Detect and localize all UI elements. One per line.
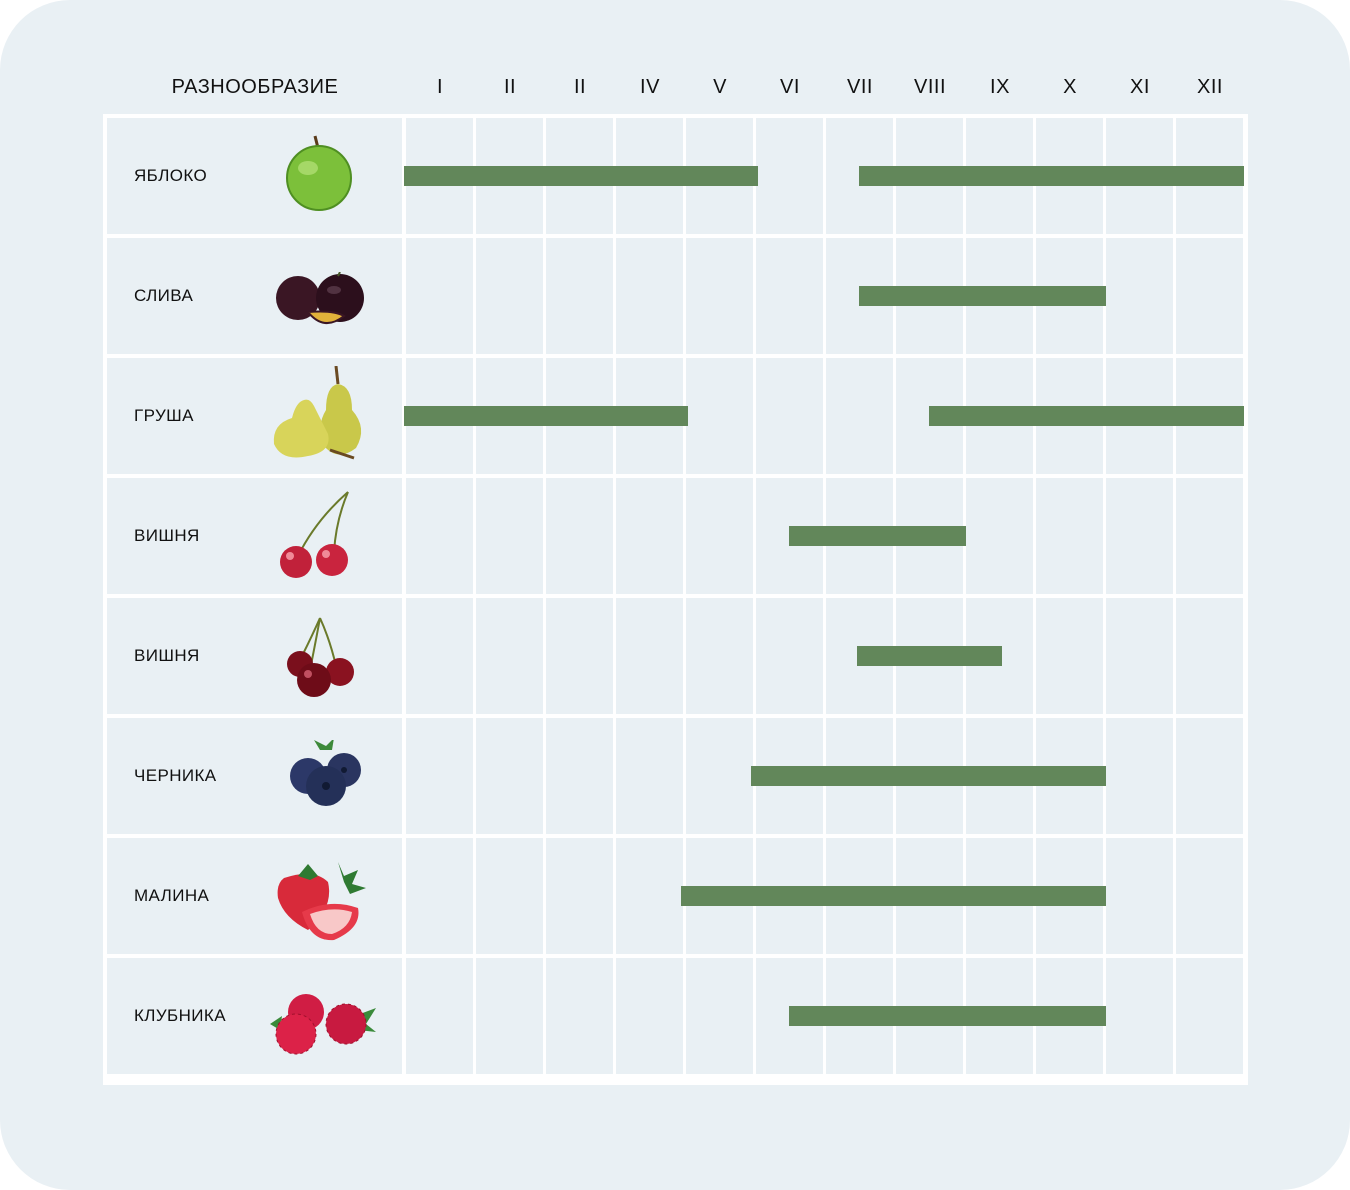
row-label: ЯБЛОКО bbox=[134, 166, 208, 185]
month-cell bbox=[476, 958, 543, 1074]
month-cell bbox=[476, 838, 543, 954]
month-cell bbox=[616, 478, 683, 594]
season-bar bbox=[750, 766, 1107, 786]
month-cell bbox=[1106, 478, 1173, 594]
month-cell bbox=[756, 118, 823, 234]
dark-cherry-icon bbox=[280, 616, 360, 705]
month-cell bbox=[406, 238, 473, 354]
month-label: II bbox=[573, 76, 587, 98]
month-cell bbox=[1106, 598, 1173, 714]
month-cell bbox=[546, 958, 613, 1074]
season-bar bbox=[856, 646, 1003, 666]
row-label: ЧЕРНИКА bbox=[134, 766, 217, 785]
month-cell bbox=[1106, 238, 1173, 354]
season-bar bbox=[859, 166, 1244, 186]
strawberry-icon bbox=[274, 858, 366, 949]
month-cell bbox=[546, 238, 613, 354]
cherry-icon bbox=[276, 490, 356, 585]
month-label: XI bbox=[1130, 76, 1150, 98]
month-cell bbox=[476, 238, 543, 354]
month-cell bbox=[756, 598, 823, 714]
month-cell bbox=[546, 838, 613, 954]
month-label: V bbox=[713, 76, 727, 98]
row-label: МАЛИНА bbox=[134, 886, 210, 905]
label-cell bbox=[107, 118, 402, 234]
month-label: IX bbox=[990, 76, 1010, 98]
month-cell bbox=[406, 958, 473, 1074]
row-label: ГРУША bbox=[134, 406, 194, 425]
month-label: IV bbox=[640, 76, 660, 98]
month-cell bbox=[686, 598, 753, 714]
month-cell bbox=[546, 598, 613, 714]
month-cell bbox=[1106, 838, 1173, 954]
row-label: КЛУБНИКА bbox=[134, 1006, 226, 1025]
variety-header: РАЗНООБРАЗИЕ bbox=[171, 76, 339, 98]
month-cell bbox=[1176, 958, 1243, 1074]
pear-icon bbox=[268, 365, 368, 467]
month-cell bbox=[616, 838, 683, 954]
month-cell bbox=[616, 238, 683, 354]
month-cell bbox=[1176, 238, 1243, 354]
plum-icon bbox=[274, 271, 370, 337]
chart-grid bbox=[103, 114, 1248, 1085]
month-cell bbox=[1176, 478, 1243, 594]
season-bar bbox=[859, 286, 1107, 306]
month-cell bbox=[756, 358, 823, 474]
month-label: VIII bbox=[913, 76, 946, 98]
season-bar bbox=[789, 526, 967, 546]
month-cell bbox=[406, 718, 473, 834]
month-cell bbox=[826, 358, 893, 474]
month-cell bbox=[1176, 598, 1243, 714]
month-cell bbox=[966, 478, 1033, 594]
month-cell bbox=[406, 478, 473, 594]
row-label: ВИШНЯ bbox=[134, 526, 200, 545]
month-cell bbox=[476, 718, 543, 834]
month-label: I bbox=[436, 76, 444, 98]
month-cell bbox=[406, 838, 473, 954]
month-cell bbox=[1106, 958, 1173, 1074]
month-cell bbox=[686, 718, 753, 834]
season-bar bbox=[929, 406, 1244, 426]
month-label: XII bbox=[1197, 76, 1223, 98]
month-cell bbox=[686, 238, 753, 354]
month-cell bbox=[686, 958, 753, 1074]
month-cell bbox=[476, 478, 543, 594]
label-cell bbox=[107, 838, 402, 954]
month-label: VI bbox=[780, 76, 800, 98]
month-cell bbox=[616, 598, 683, 714]
season-bar bbox=[404, 166, 758, 186]
month-cell bbox=[1176, 718, 1243, 834]
label-cell bbox=[107, 598, 402, 714]
blueberry-icon bbox=[286, 738, 366, 815]
season-bar bbox=[680, 886, 1107, 906]
month-cell bbox=[616, 718, 683, 834]
season-bar bbox=[789, 1006, 1107, 1026]
raspberry-icon bbox=[266, 990, 376, 1061]
label-cell bbox=[107, 478, 402, 594]
season-bar bbox=[404, 406, 688, 426]
month-cell bbox=[406, 598, 473, 714]
month-cell bbox=[546, 478, 613, 594]
month-cell bbox=[1176, 838, 1243, 954]
month-cell bbox=[476, 598, 543, 714]
month-cell bbox=[1036, 598, 1103, 714]
row-label: ВИШНЯ bbox=[134, 646, 200, 665]
row-label: СЛИВА bbox=[134, 286, 194, 305]
month-cell bbox=[686, 358, 753, 474]
green-apple-icon bbox=[280, 134, 360, 219]
month-cell bbox=[1106, 718, 1173, 834]
month-cell bbox=[686, 478, 753, 594]
month-cell bbox=[1036, 478, 1103, 594]
month-label: X bbox=[1063, 76, 1077, 98]
month-cell bbox=[546, 718, 613, 834]
month-cell bbox=[616, 958, 683, 1074]
month-label: VII bbox=[847, 76, 873, 98]
month-cell bbox=[756, 238, 823, 354]
month-label: II bbox=[503, 76, 517, 98]
